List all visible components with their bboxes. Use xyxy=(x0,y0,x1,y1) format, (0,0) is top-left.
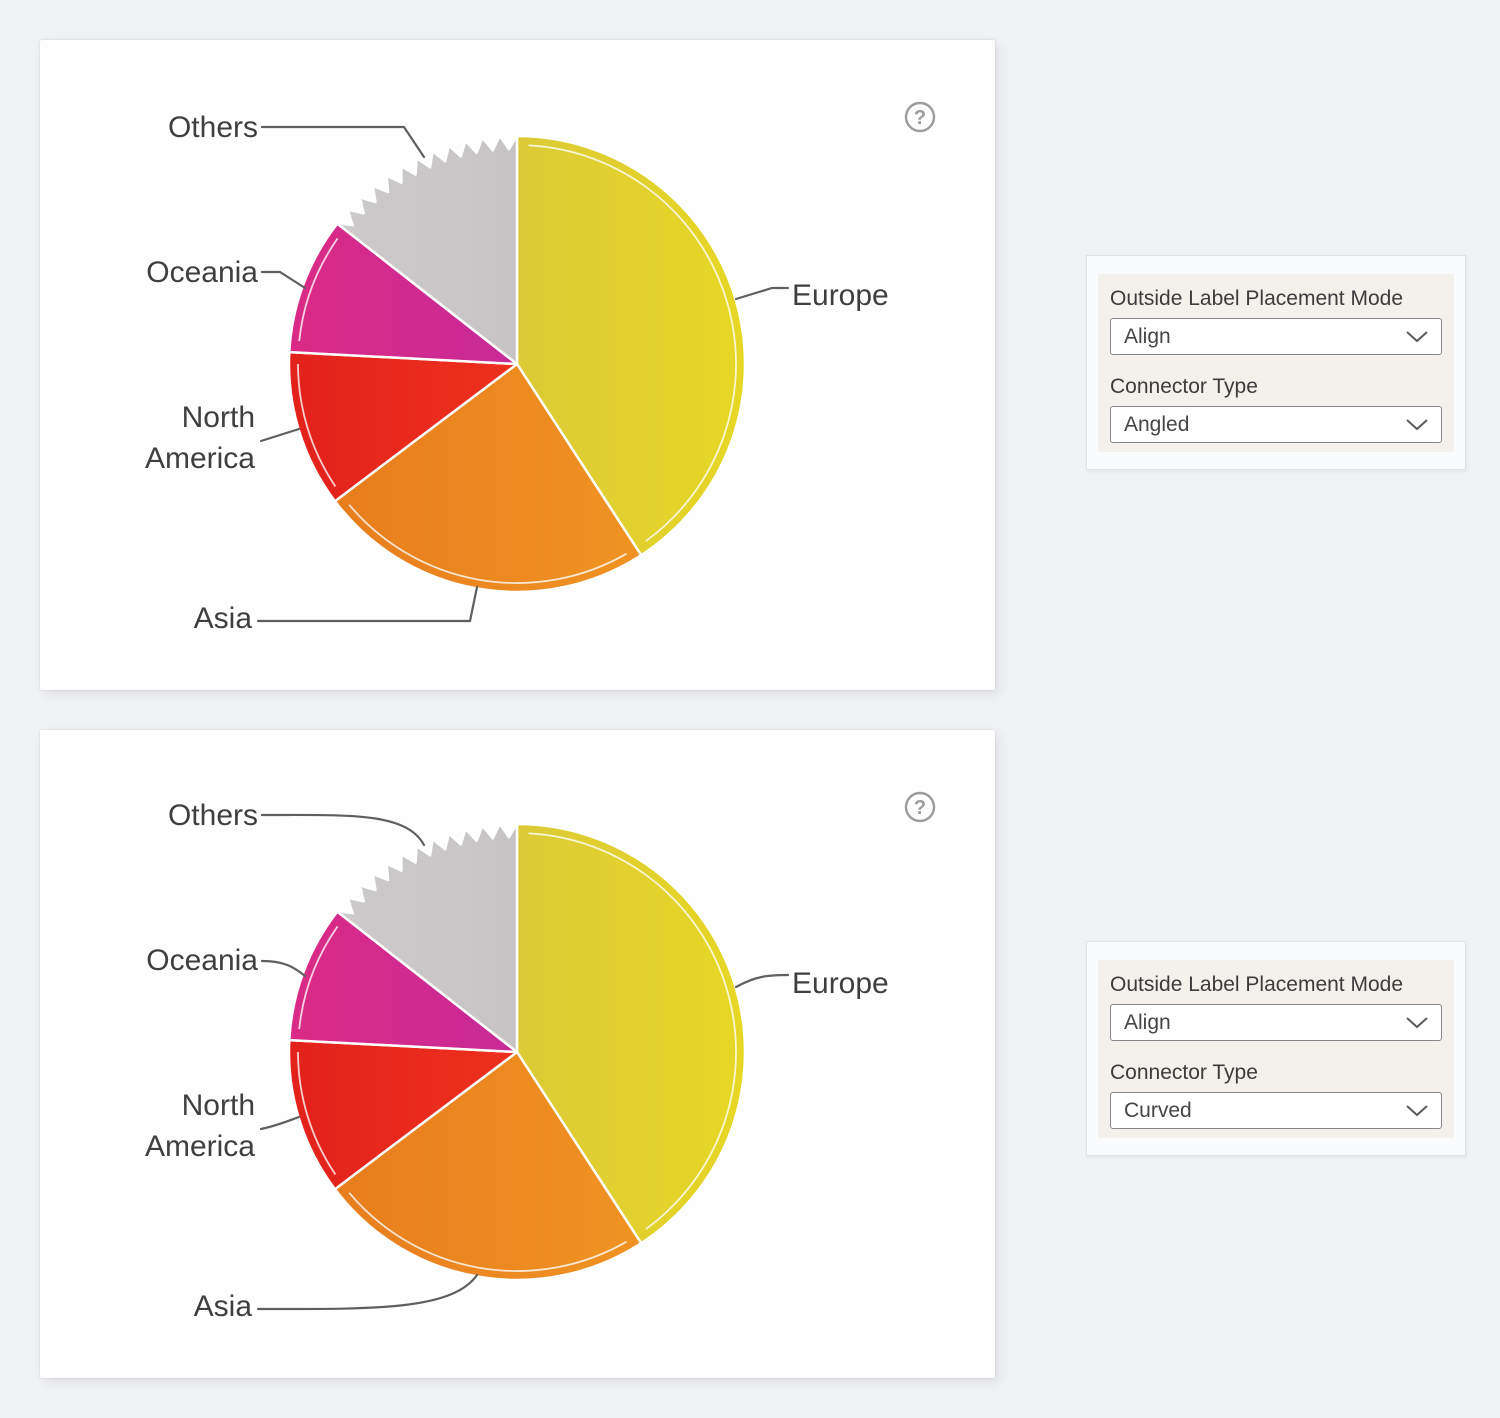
slice-label-north-america: America xyxy=(145,442,255,475)
field-connector-type: Connector Type Curved xyxy=(1110,1061,1442,1129)
label-connector-north-america xyxy=(259,427,301,443)
label-placement-mode-label: Outside Label Placement Mode xyxy=(1110,287,1404,310)
connector-type-label: Connector Type xyxy=(1110,1061,1258,1084)
label-connector-oceania xyxy=(260,270,307,290)
label-placement-mode-label: Outside Label Placement Mode xyxy=(1110,973,1404,996)
label-connector-asia xyxy=(256,1273,479,1311)
slice-inner-rim-asia xyxy=(348,1192,627,1272)
chevron-down-icon xyxy=(1406,330,1428,342)
chevron-down-icon xyxy=(1406,418,1428,430)
slice-label-oceania: Oceania xyxy=(146,256,258,289)
connector-type-value: Angled xyxy=(1124,412,1190,436)
controls-panel-angled: Outside Label Placement Mode Align Conne… xyxy=(1086,255,1466,470)
slice-inner-rim-north-america xyxy=(297,363,337,488)
slice-inner-rim-asia xyxy=(348,504,627,584)
slice-inner-rim-north-america xyxy=(297,1051,337,1176)
label-connector-oceania xyxy=(260,959,307,978)
help-icon[interactable]: ? xyxy=(903,790,937,824)
help-icon-circle xyxy=(904,101,936,133)
slice-label-north-america: America xyxy=(145,1130,255,1163)
controls-panel-inner: Outside Label Placement Mode Align Conne… xyxy=(1098,274,1454,452)
label-placement-mode-value: Align xyxy=(1124,1010,1171,1034)
slice-label-north-america: North xyxy=(182,1089,255,1122)
label-placement-mode-select[interactable]: Align xyxy=(1110,1004,1442,1041)
label-placement-mode-select[interactable]: Align xyxy=(1110,318,1442,355)
connector-type-select[interactable]: Curved xyxy=(1110,1092,1442,1129)
field-connector-type: Connector Type Angled xyxy=(1110,375,1442,443)
slice-inner-rim-oceania xyxy=(298,925,339,1030)
help-icon-circle xyxy=(904,791,936,823)
label-connector-north-america xyxy=(259,1115,301,1131)
pie-slice-others[interactable] xyxy=(335,821,519,1054)
help-icon[interactable]: ? xyxy=(903,100,937,134)
label-placement-mode-value: Align xyxy=(1124,324,1171,348)
slice-label-europe: Europe xyxy=(792,967,889,1000)
controls-panel-inner: Outside Label Placement Mode Align Conne… xyxy=(1098,960,1454,1138)
slice-label-oceania: Oceania xyxy=(146,944,258,977)
connector-type-label: Connector Type xyxy=(1110,375,1258,398)
pie-slice-north-america[interactable] xyxy=(287,1038,519,1191)
slice-label-others: Others xyxy=(168,799,258,832)
connector-type-select[interactable]: Angled xyxy=(1110,406,1442,443)
connector-type-value: Curved xyxy=(1124,1098,1192,1122)
pie-slice-oceania[interactable] xyxy=(288,222,519,366)
controls-panel-curved: Outside Label Placement Mode Align Conne… xyxy=(1086,941,1466,1156)
label-connector-others xyxy=(260,813,426,847)
field-label-placement-mode: Outside Label Placement Mode Align xyxy=(1110,973,1442,1041)
help-icon-glyph: ? xyxy=(914,797,926,819)
pie-slice-others[interactable] xyxy=(335,133,519,366)
pie-slice-asia[interactable] xyxy=(333,1050,643,1282)
slice-label-europe: Europe xyxy=(792,279,889,312)
label-connector-europe xyxy=(734,973,790,989)
slice-inner-rim-europe xyxy=(528,832,737,1230)
help-icon-glyph: ? xyxy=(914,107,926,129)
slice-label-north-america: North xyxy=(182,401,255,434)
label-connector-europe xyxy=(734,286,790,301)
chevron-down-icon xyxy=(1406,1016,1428,1028)
label-connector-asia xyxy=(256,585,479,623)
pie-chart-card-curved: Europe Asia North America Oceania Others ? xyxy=(40,730,995,1378)
pie-slice-north-america[interactable] xyxy=(287,350,519,503)
label-connector-others xyxy=(260,125,426,159)
slice-inner-rim-oceania xyxy=(298,237,339,342)
pie-chart-angled: Europe Asia North America Oceania Others xyxy=(145,111,889,635)
slice-label-asia: Asia xyxy=(194,1290,253,1323)
chevron-down-icon xyxy=(1406,1104,1428,1116)
slice-label-others: Others xyxy=(168,111,258,144)
pie-chart-curved: Europe Asia North America Oceania Others xyxy=(145,799,889,1323)
pie-slice-oceania[interactable] xyxy=(288,910,519,1054)
pie-chart-card-angled: Europe Asia North America Oceania Others ? xyxy=(40,40,995,690)
slice-label-asia: Asia xyxy=(194,602,253,635)
slice-inner-rim-europe xyxy=(528,144,737,542)
field-label-placement-mode: Outside Label Placement Mode Align xyxy=(1110,287,1442,355)
